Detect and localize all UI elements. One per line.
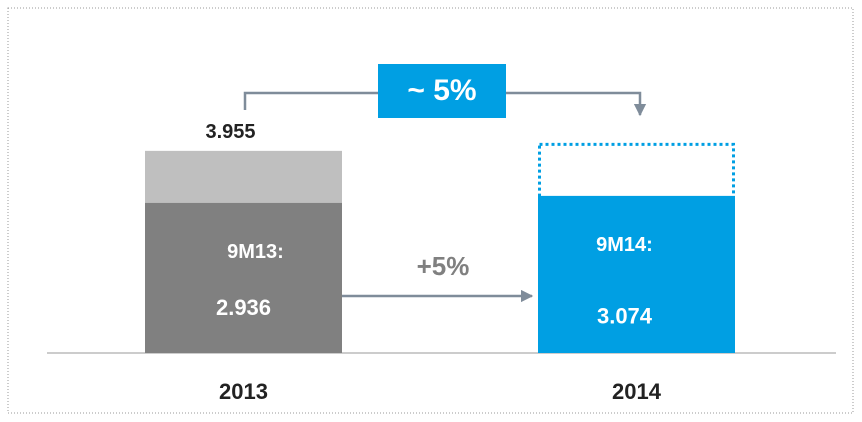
x-tick-label: 2014 — [612, 379, 662, 404]
frame — [7, 7, 854, 414]
nine-month-label: 2.936 — [216, 295, 271, 320]
period-label: 9M14: — [596, 234, 653, 256]
nine-month-bar — [538, 195, 735, 353]
bracket-arrow — [243, 91, 640, 115]
full-year-growth: ~ 5% — [407, 74, 476, 107]
growth-label: +5% — [417, 251, 470, 281]
nine-month-bar — [145, 202, 342, 353]
x-tick-label: 2013 — [219, 379, 268, 404]
full-year-label: 3.955 — [205, 121, 255, 143]
growth-box — [378, 64, 506, 118]
nine-month-label: 3.074 — [597, 304, 653, 329]
period-label: 9M13: — [227, 241, 284, 263]
